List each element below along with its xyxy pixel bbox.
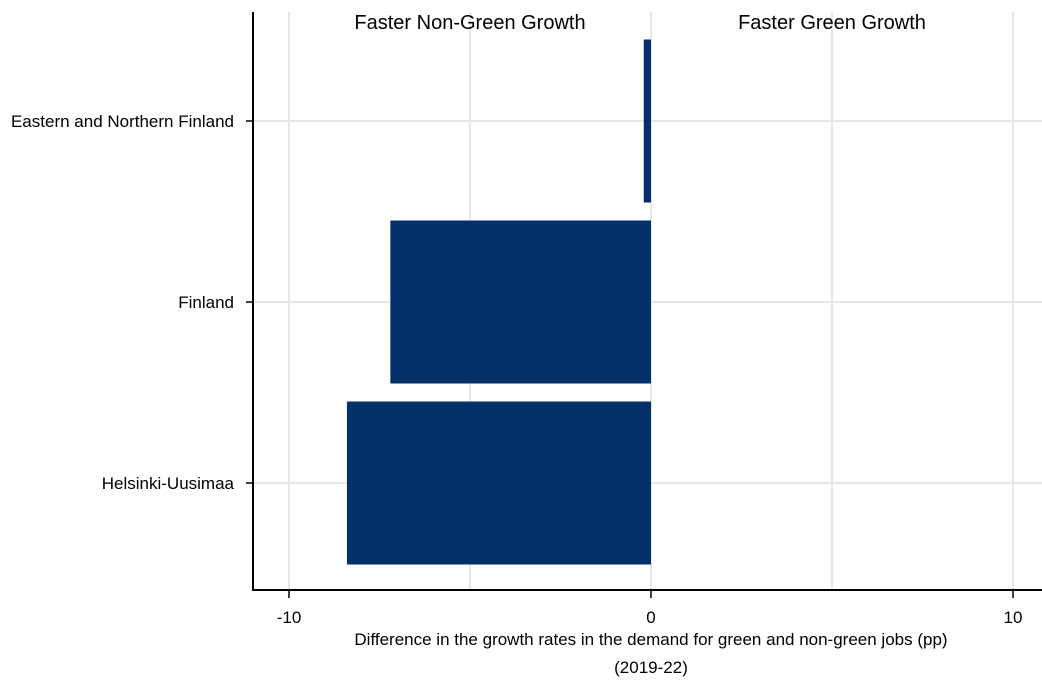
y-tick-label: Helsinki-Uusimaa — [102, 474, 235, 493]
bars — [346, 39, 651, 565]
annotation-right: Faster Green Growth — [738, 12, 926, 34]
x-tick-label: 10 — [1004, 608, 1023, 627]
x-axis-label: Difference in the growth rates in the de… — [354, 630, 947, 649]
bar — [346, 401, 651, 565]
y-ticks: Eastern and Northern Finland Finland Helsi… — [11, 112, 253, 493]
bar — [643, 39, 651, 203]
annotation-left: Faster Non-Green Growth — [354, 12, 585, 34]
x-tick-label: -10 — [277, 608, 302, 627]
y-tick-label: Eastern and Northern Finland — [11, 112, 234, 131]
x-axis-label-line2: (2019-22) — [614, 658, 688, 677]
y-tick-label: Finland — [178, 293, 234, 312]
x-tick-label: 0 — [646, 608, 655, 627]
bar — [390, 220, 651, 384]
x-ticks: -10 0 10 — [277, 590, 1023, 627]
